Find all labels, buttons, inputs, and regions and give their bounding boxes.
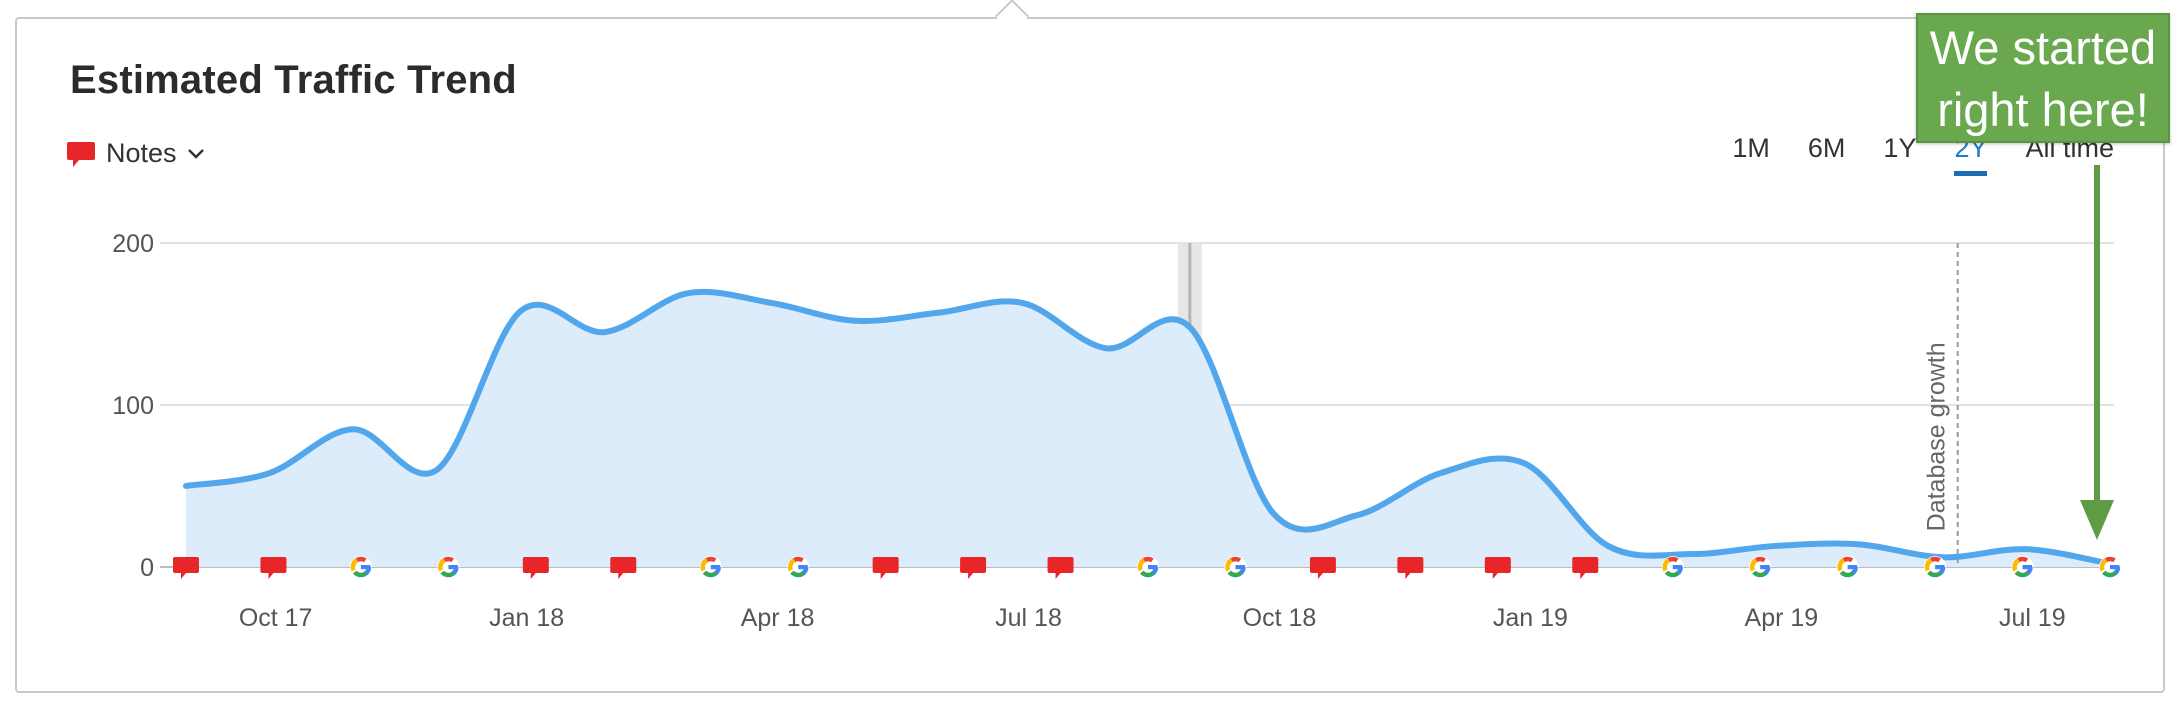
- x-tick-label: Jul 19: [1999, 604, 2066, 632]
- x-tick-label: Jan 18: [489, 604, 564, 632]
- callout-arrow-head: [2080, 500, 2114, 540]
- note-marker-icon: [1484, 557, 1511, 579]
- callout-line-1: We started: [1929, 21, 2157, 74]
- note-marker-icon: [960, 557, 987, 579]
- notes-dropdown[interactable]: Notes: [66, 138, 205, 169]
- chevron-down-icon: [187, 148, 204, 159]
- x-tick-label: Apr 18: [741, 604, 815, 632]
- note-marker-icon: [1397, 557, 1424, 579]
- chart-title: Estimated Traffic Trend: [70, 58, 517, 102]
- x-tick-label: Apr 19: [1745, 604, 1819, 632]
- note-marker-icon: [173, 557, 199, 579]
- x-tick-label: Jul 18: [995, 604, 1062, 632]
- notes-label: Notes: [106, 138, 177, 168]
- traffic-line: [183, 288, 2113, 567]
- x-tick-label: Oct 17: [239, 604, 313, 632]
- note-marker-icon: [872, 557, 899, 579]
- note-marker-icon: [1047, 557, 1074, 579]
- traffic-area: [186, 291, 2110, 567]
- note-icon: [67, 141, 95, 167]
- note-marker-icon: [1572, 557, 1599, 579]
- y-tick-label: 200: [112, 230, 154, 258]
- x-tick-label: Oct 18: [1243, 604, 1317, 632]
- callout-line-2: right here!: [1937, 83, 2149, 136]
- y-tick-label: 0: [140, 554, 154, 582]
- period-1m[interactable]: 1M: [1732, 133, 1770, 163]
- note-marker-icon: [260, 557, 287, 579]
- y-tick-label: 100: [112, 392, 154, 420]
- period-6m[interactable]: 6M: [1807, 133, 1846, 163]
- callout-box: We started right here!: [1916, 13, 2170, 143]
- note-marker-icon: [610, 557, 637, 579]
- note-marker-icon: [1309, 557, 1336, 579]
- note-marker-icon: [522, 557, 549, 579]
- period-1y[interactable]: 1Y: [1883, 133, 1917, 163]
- database-growth-label: Database growth: [1923, 342, 1951, 531]
- x-tick-label: Jan 19: [1493, 604, 1568, 632]
